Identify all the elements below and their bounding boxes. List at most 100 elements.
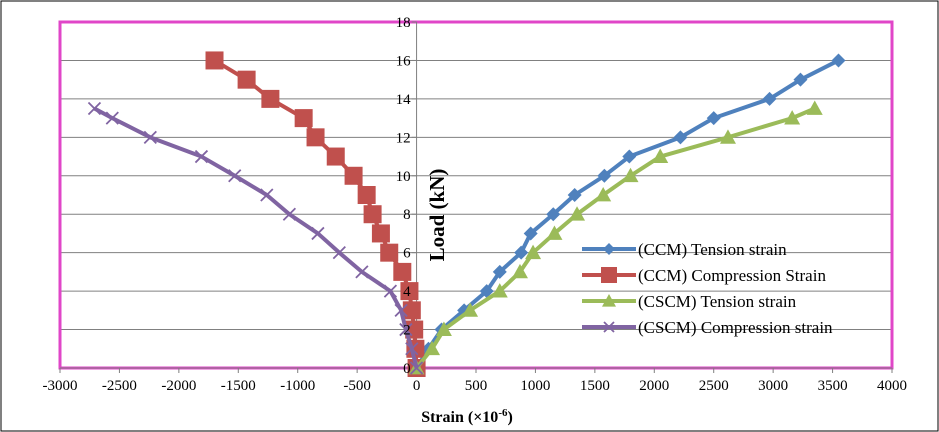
data-point <box>400 282 419 301</box>
data-point <box>326 147 345 166</box>
data-point <box>673 130 688 145</box>
data-point <box>597 168 612 183</box>
data-point <box>332 246 346 260</box>
data-point <box>492 264 507 279</box>
y-tick-label: 0 <box>403 361 411 377</box>
data-point <box>603 321 615 333</box>
data-point <box>294 109 313 128</box>
data-point <box>706 111 721 126</box>
x-axis-title: Strain (×10-6) <box>421 407 513 426</box>
legend-item-2: (CCM) Compression Strain <box>582 266 826 285</box>
legend-item-1: (CCM) Tension strain <box>582 240 787 259</box>
data-point <box>383 284 398 298</box>
data-point <box>311 226 325 241</box>
x-tick-label: -1500 <box>221 378 256 394</box>
data-point <box>237 70 256 89</box>
data-point <box>344 166 363 185</box>
x-tick-label: 4000 <box>877 378 907 394</box>
y-tick-label: 2 <box>403 323 411 339</box>
data-point <box>194 149 209 164</box>
data-point <box>355 265 369 279</box>
y-tick-label: 4 <box>403 284 411 300</box>
data-point <box>652 148 669 163</box>
series-layer <box>87 51 846 377</box>
x-tick-label: 3000 <box>758 378 788 394</box>
data-point <box>511 263 528 279</box>
data-point <box>402 301 421 320</box>
data-point <box>525 244 542 260</box>
y-tick-label: 14 <box>396 92 412 108</box>
data-point <box>282 207 297 221</box>
y-tick-label: 10 <box>396 169 411 185</box>
data-point <box>409 361 424 375</box>
data-point <box>567 188 582 202</box>
x-tick-label: -2000 <box>161 378 196 394</box>
data-point <box>762 91 777 106</box>
x-tick-label: 0 <box>413 378 421 394</box>
series-4 <box>87 101 424 375</box>
x-tick-label: 2000 <box>639 378 669 394</box>
data-point <box>143 130 157 144</box>
data-point <box>260 188 274 202</box>
x-axis-title-close: ) <box>507 409 512 426</box>
y-axis-title: Load (kN) <box>425 169 449 262</box>
legend-label: (CSCM) Tension strain <box>638 292 797 311</box>
data-point <box>622 167 639 183</box>
data-point <box>514 245 529 260</box>
series-2 <box>205 51 426 377</box>
data-point <box>523 226 538 241</box>
y-tick-label: 6 <box>403 246 411 262</box>
data-point <box>87 101 102 116</box>
data-point <box>784 110 801 125</box>
data-point <box>205 51 224 70</box>
data-point <box>793 72 808 87</box>
data-point <box>595 187 612 202</box>
data-point <box>306 128 325 147</box>
legend-item-4: (CSCM) Compression strain <box>582 318 833 337</box>
data-point <box>357 186 376 204</box>
data-point <box>424 340 441 356</box>
x-tick-label: 1000 <box>520 378 550 394</box>
data-point <box>719 129 736 144</box>
data-point <box>393 262 412 281</box>
y-tick-label: 16 <box>396 53 412 69</box>
x-tick-label: 3500 <box>818 378 848 394</box>
data-point <box>435 321 452 336</box>
data-point <box>371 224 390 243</box>
x-tick-label: -2500 <box>102 378 137 394</box>
data-point <box>479 284 494 299</box>
y-tick-label: 12 <box>396 130 411 146</box>
legend-label: (CCM) Compression Strain <box>638 266 826 285</box>
y-tick-label: 8 <box>403 207 411 223</box>
data-point <box>602 294 616 307</box>
x-axis-title-superscript: -6 <box>498 407 508 419</box>
data-point <box>546 207 561 222</box>
x-tick-label: -500 <box>343 378 371 394</box>
x-tick-label: 500 <box>465 378 488 394</box>
y-tick-label: 18 <box>396 15 411 31</box>
data-point <box>380 243 399 262</box>
data-point <box>603 243 615 255</box>
data-point <box>622 149 637 164</box>
x-tick-label: 1500 <box>580 378 610 394</box>
data-point <box>569 206 586 221</box>
data-point <box>831 53 846 68</box>
x-axis-title-main: Strain (×10 <box>421 409 498 426</box>
x-tick-label: 2500 <box>699 378 729 394</box>
legend: (CCM) Tension strain (CCM) Compression St… <box>582 240 833 337</box>
data-point <box>399 322 413 337</box>
legend-label: (CCM) Tension strain <box>638 240 787 259</box>
series-3 <box>408 100 823 375</box>
data-point <box>261 89 280 108</box>
data-point <box>806 100 823 115</box>
x-tick-label: -1000 <box>280 378 315 394</box>
data-point <box>462 302 479 317</box>
tick-labels: -3000 -2500 -2000 -1500 -1000 -500 0 500 1000 150… <box>43 15 908 394</box>
data-point <box>105 111 119 125</box>
data-point <box>601 267 617 283</box>
data-point <box>405 342 419 356</box>
legend-item-3: (CSCM) Tension strain <box>582 292 797 311</box>
legend-label: (CSCM) Compression strain <box>638 318 833 337</box>
